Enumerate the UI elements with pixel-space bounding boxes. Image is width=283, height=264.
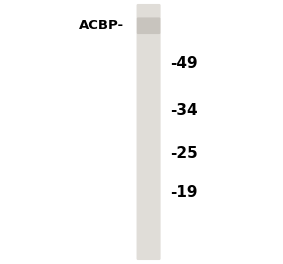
FancyBboxPatch shape bbox=[137, 17, 160, 34]
FancyBboxPatch shape bbox=[137, 4, 161, 260]
Text: -25: -25 bbox=[170, 146, 198, 161]
Text: ACBP-: ACBP- bbox=[80, 19, 125, 32]
Text: -49: -49 bbox=[170, 56, 198, 71]
Text: -19: -19 bbox=[170, 185, 198, 200]
Text: -34: -34 bbox=[170, 103, 198, 118]
